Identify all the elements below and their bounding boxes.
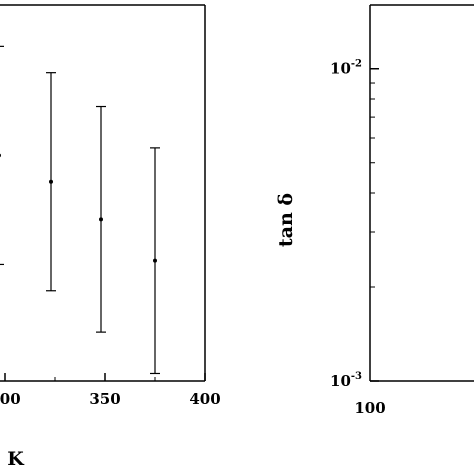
right-x-tick-label: 100 (354, 399, 385, 417)
left-data-marks (0, 45, 160, 375)
left-x-tick-label: 400 (189, 390, 220, 408)
right-y-ticks: 10-2 10-3 (330, 59, 379, 390)
right-y-axis-label: tan δ (275, 193, 297, 247)
data-point (0, 153, 1, 158)
left-x-tick-label: 350 (89, 390, 120, 408)
left-x-tick-label: 300 (0, 390, 21, 408)
right-y-tick-label: 10-2 (330, 59, 362, 78)
data-point (99, 217, 103, 222)
data-point (49, 179, 53, 184)
error-bar (0, 45, 4, 266)
right-x-ticks: 100 (354, 399, 385, 417)
left-x-axis-label: , K (0, 448, 25, 470)
left-x-ticks: 300 350 400 (0, 373, 221, 408)
right-panel: 10-2 10-3 100 tan δ (275, 4, 474, 417)
data-point (153, 258, 157, 263)
right-y-tick-label: 10-3 (330, 371, 362, 390)
left-panel: 300 350 400 , K (0, 4, 221, 470)
